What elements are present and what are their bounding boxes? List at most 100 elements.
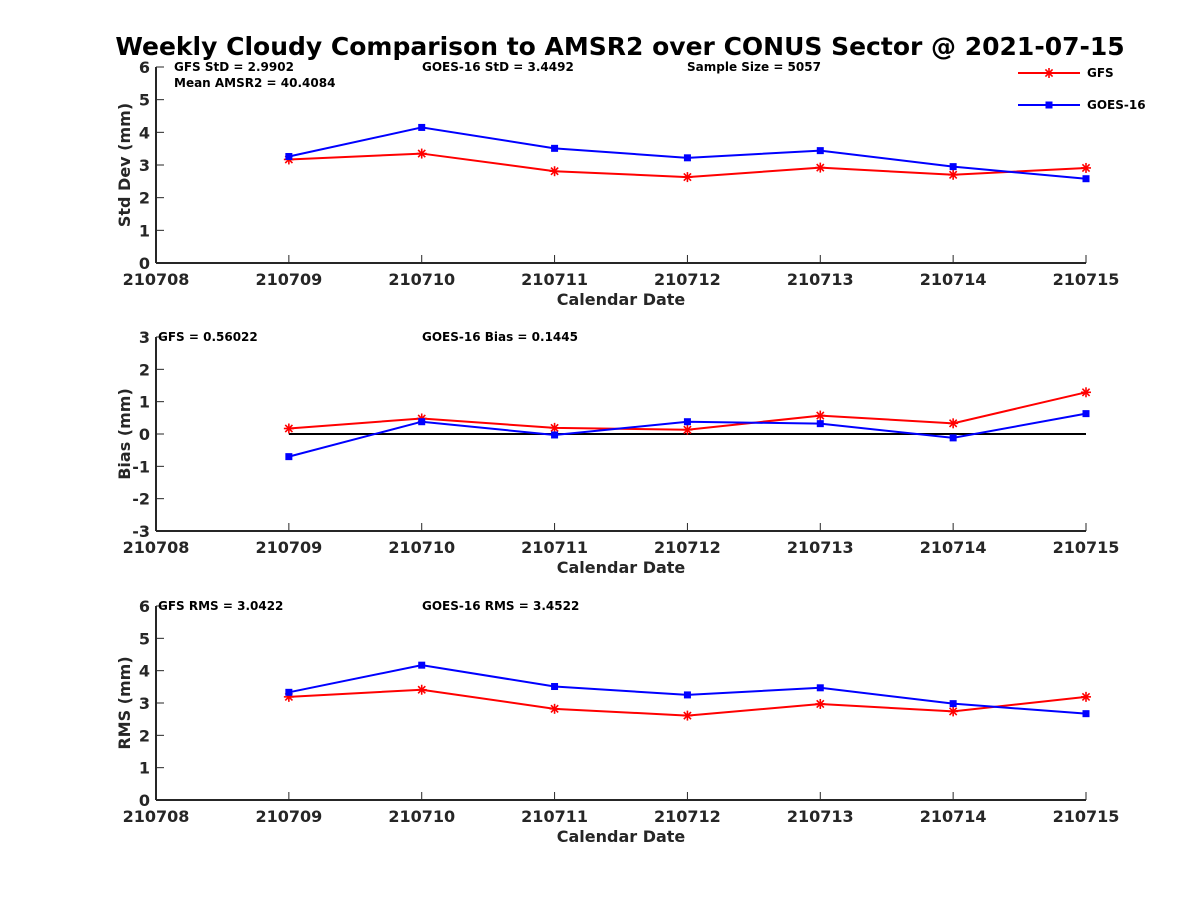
x-tick-label: 210708 bbox=[123, 807, 190, 826]
y-tick-label: 4 bbox=[139, 123, 150, 142]
x-tick-label: 210713 bbox=[787, 538, 854, 557]
point-goes16 bbox=[1082, 175, 1090, 183]
annotation: GOES-16 RMS = 3.4522 bbox=[422, 599, 579, 613]
marker-stroke bbox=[948, 419, 958, 428]
y-tick-label: 3 bbox=[139, 694, 150, 713]
point-goes16 bbox=[418, 661, 426, 669]
x-tick-label: 210712 bbox=[654, 270, 721, 289]
point-gfs bbox=[1081, 387, 1091, 398]
point-gfs bbox=[549, 422, 560, 433]
series-line-goes16 bbox=[288, 664, 1087, 715]
y-tick-label: 0 bbox=[139, 425, 150, 444]
y-tick-label: 1 bbox=[139, 393, 150, 412]
x-tick-label: 210709 bbox=[255, 807, 322, 826]
y-tick-label: -3 bbox=[132, 522, 150, 541]
annotation: GFS RMS = 3.0422 bbox=[158, 599, 283, 613]
annotation: GOES-16 StD = 3.4492 bbox=[422, 60, 574, 74]
y-tick-label: 1 bbox=[139, 759, 150, 778]
point-gfs bbox=[815, 410, 826, 421]
point-goes16 bbox=[949, 163, 957, 171]
point-gfs bbox=[815, 698, 826, 709]
x-axis-label: Calendar Date bbox=[557, 290, 686, 309]
panel-1: 0 1 2 3 4 5 6 210708 210709 210710 210711 210712 210… bbox=[115, 58, 1119, 309]
point-gfs bbox=[283, 423, 294, 434]
point-gfs bbox=[682, 172, 693, 183]
x-tick-label: 210715 bbox=[1053, 807, 1120, 826]
point-goes16 bbox=[551, 431, 559, 439]
legend-goes16-label: GOES-16 bbox=[1087, 98, 1146, 112]
marker-stroke bbox=[816, 163, 825, 172]
marker-stroke bbox=[948, 170, 958, 179]
x-tick-label: 210713 bbox=[787, 270, 854, 289]
y-tick-label: 3 bbox=[139, 328, 150, 347]
x-tick-label: 210712 bbox=[654, 807, 721, 826]
x-tick-label: 210714 bbox=[920, 270, 987, 289]
y-axis-label: RMS (mm) bbox=[115, 656, 134, 749]
x-tick-label: 210709 bbox=[255, 538, 322, 557]
marker-stroke bbox=[417, 685, 426, 694]
point-gfs bbox=[549, 166, 560, 177]
point-gfs bbox=[948, 169, 959, 180]
point-goes16 bbox=[551, 144, 559, 152]
y-axis-label: Bias (mm) bbox=[115, 388, 134, 480]
y-tick-label: -2 bbox=[132, 490, 150, 509]
point-goes16 bbox=[285, 153, 293, 161]
x-tick-label: 210712 bbox=[654, 538, 721, 557]
marker-stroke bbox=[550, 704, 559, 713]
point-goes16 bbox=[551, 683, 559, 691]
y-tick-label: 2 bbox=[139, 189, 150, 208]
marker-stroke bbox=[816, 699, 825, 709]
y-tick-label: -1 bbox=[132, 457, 150, 476]
point-goes16 bbox=[949, 434, 957, 442]
marker-stroke bbox=[1081, 692, 1091, 702]
x-tick-label: 210715 bbox=[1053, 538, 1120, 557]
marker-stroke bbox=[550, 423, 559, 433]
y-tick-label: 2 bbox=[139, 360, 150, 379]
x-tick-label: 210715 bbox=[1053, 270, 1120, 289]
marker-stroke bbox=[1081, 163, 1091, 173]
point-gfs bbox=[815, 162, 826, 173]
x-axis-label: Calendar Date bbox=[557, 558, 686, 577]
point-goes16 bbox=[418, 123, 426, 131]
panel-3: 0 1 2 3 4 5 6 210708 210709 210710 210711 210712 210… bbox=[115, 597, 1119, 846]
point-goes16 bbox=[418, 418, 426, 426]
y-tick-label: 2 bbox=[139, 726, 150, 745]
point-gfs bbox=[948, 418, 959, 429]
y-tick-label: 0 bbox=[139, 791, 150, 810]
y-tick-label: 0 bbox=[139, 254, 150, 273]
point-gfs bbox=[416, 684, 427, 695]
marker-stroke bbox=[816, 411, 825, 420]
legend-goes16-marker bbox=[1045, 101, 1053, 109]
x-tick-label: 210710 bbox=[388, 270, 455, 289]
x-tick-label: 210709 bbox=[255, 270, 322, 289]
legend-gfs-marker bbox=[1044, 68, 1054, 78]
point-goes16 bbox=[816, 420, 824, 428]
y-tick-label: 6 bbox=[139, 58, 150, 77]
point-gfs bbox=[1081, 691, 1091, 702]
y-tick-label: 5 bbox=[139, 629, 150, 648]
marker-stroke bbox=[683, 425, 692, 434]
x-tick-label: 210714 bbox=[920, 807, 987, 826]
annotation: GFS StD = 2.9902 bbox=[174, 60, 294, 74]
marker-stroke bbox=[1081, 388, 1091, 397]
annotation: Sample Size = 5057 bbox=[687, 60, 821, 74]
point-gfs bbox=[549, 703, 560, 714]
y-tick-label: 3 bbox=[139, 156, 150, 175]
x-tick-label: 210710 bbox=[388, 807, 455, 826]
x-tick-label: 210711 bbox=[521, 538, 588, 557]
x-tick-label: 210708 bbox=[123, 270, 190, 289]
point-gfs bbox=[416, 148, 427, 159]
point-goes16 bbox=[683, 418, 691, 426]
legend-gfs-label: GFS bbox=[1087, 66, 1114, 80]
marker-stroke bbox=[417, 149, 426, 158]
point-gfs bbox=[682, 424, 693, 435]
marker-stroke bbox=[948, 707, 958, 716]
point-goes16 bbox=[816, 147, 824, 155]
point-goes16 bbox=[285, 453, 293, 461]
point-goes16 bbox=[683, 154, 691, 162]
y-axis-label: Std Dev (mm) bbox=[115, 103, 134, 227]
y-tick-label: 4 bbox=[139, 662, 150, 681]
annotation: GOES-16 Bias = 0.1445 bbox=[422, 330, 578, 344]
x-tick-label: 210708 bbox=[123, 538, 190, 557]
